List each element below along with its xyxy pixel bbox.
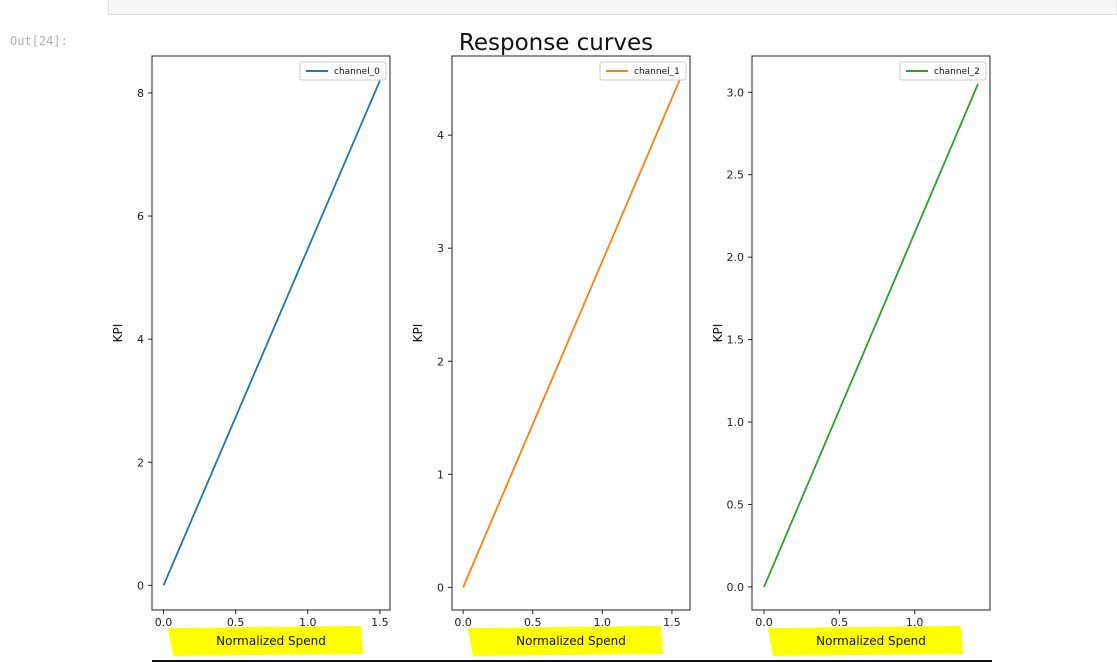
y-axis-label: KPI bbox=[411, 324, 425, 343]
x-tick-label: 1.5 bbox=[663, 616, 681, 629]
legend-box bbox=[299, 61, 387, 81]
y-tick-label: 0 bbox=[137, 579, 144, 592]
y-tick-label: 1.5 bbox=[727, 334, 745, 347]
x-tick-label: 1.0 bbox=[594, 616, 612, 629]
x-axis-label: Normalized Spend bbox=[216, 634, 326, 648]
x-tick-label: 0.0 bbox=[755, 616, 773, 629]
y-tick-label: 3 bbox=[437, 242, 444, 255]
x-axis-label: Normalized Spend bbox=[516, 634, 626, 648]
y-tick-label: 3.0 bbox=[727, 86, 745, 99]
axes-frame-1 bbox=[451, 55, 691, 611]
x-tick-label: 0.0 bbox=[155, 616, 173, 629]
y-tick-label: 6 bbox=[137, 210, 144, 223]
y-axis-label: KPI bbox=[711, 324, 725, 343]
output-divider bbox=[152, 660, 992, 662]
legend-box bbox=[899, 61, 987, 81]
x-tick-label: 0.0 bbox=[454, 616, 472, 629]
axes-frame-0 bbox=[151, 55, 391, 611]
y-tick-label: 1.0 bbox=[727, 416, 745, 429]
legend-box bbox=[599, 61, 687, 81]
y-tick-label: 0.5 bbox=[727, 498, 745, 511]
xlabel-highlight bbox=[468, 626, 663, 656]
chart-title: Response curves bbox=[459, 30, 653, 56]
xlabel-highlight bbox=[168, 626, 363, 656]
series-line-channel_0 bbox=[162, 80, 381, 586]
y-tick-label: 1 bbox=[437, 468, 444, 481]
y-tick-label: 2.0 bbox=[727, 251, 745, 264]
x-tick-label: 0.5 bbox=[524, 616, 542, 629]
y-tick-label: 4 bbox=[137, 333, 144, 346]
y-tick-label: 4 bbox=[437, 129, 444, 142]
y-tick-label: 8 bbox=[137, 87, 144, 100]
axes-frame-2 bbox=[751, 55, 991, 611]
x-tick-label: 1.0 bbox=[906, 616, 924, 629]
xlabel-highlight bbox=[768, 626, 963, 656]
y-tick-label: 2 bbox=[437, 355, 444, 368]
legend-label: channel_0 bbox=[334, 67, 380, 77]
x-tick-label: 1.5 bbox=[371, 616, 389, 629]
y-axis-label: KPI bbox=[111, 324, 125, 343]
y-tick-label: 0.0 bbox=[727, 581, 745, 594]
y-tick-label: 0 bbox=[437, 581, 444, 594]
x-axis-label: Normalized Spend bbox=[816, 634, 926, 648]
x-tick-label: 0.5 bbox=[227, 616, 245, 629]
y-tick-label: 2 bbox=[137, 456, 144, 469]
legend-label: channel_2 bbox=[934, 67, 980, 77]
series-line-channel_2 bbox=[763, 83, 979, 588]
y-tick-label: 2.5 bbox=[727, 169, 745, 182]
output-prompt: Out[24]: bbox=[10, 34, 68, 48]
legend-label: channel_1 bbox=[634, 67, 680, 77]
x-tick-label: 0.5 bbox=[831, 616, 849, 629]
series-line-channel_1 bbox=[462, 78, 682, 588]
x-tick-label: 1.0 bbox=[299, 616, 317, 629]
